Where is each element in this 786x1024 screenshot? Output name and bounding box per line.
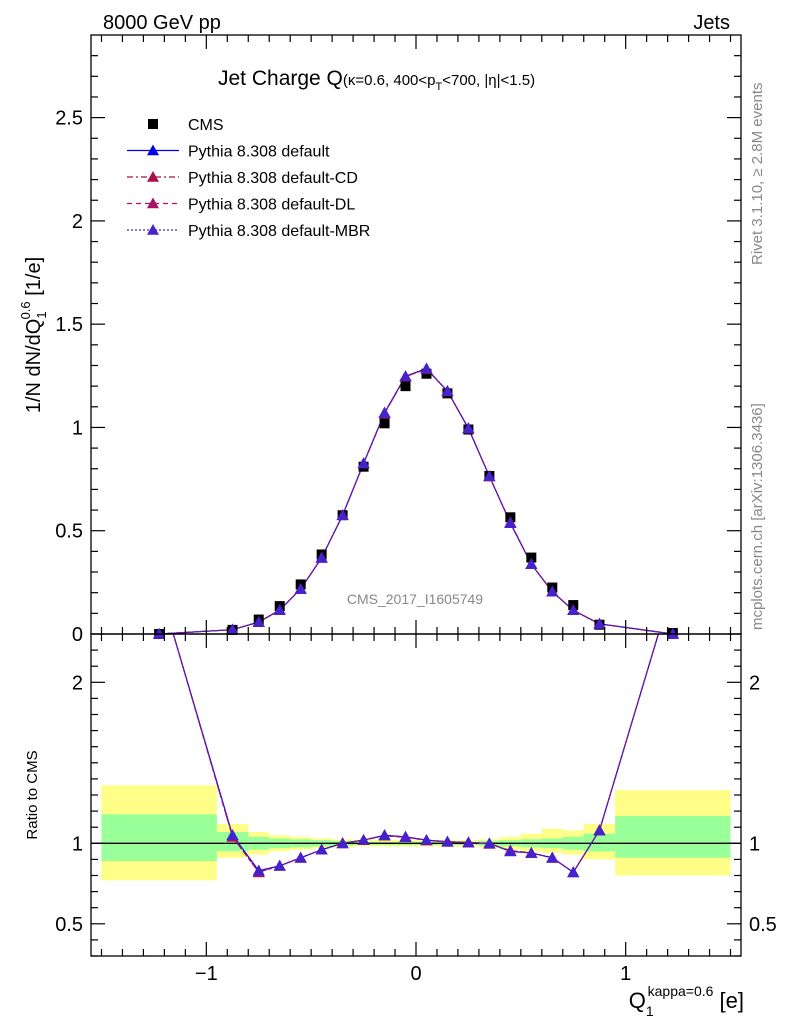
top-ytick-label: 1 (72, 417, 83, 439)
ratio-point (441, 835, 454, 847)
bottom-ytick-label: 0.5 (55, 914, 83, 936)
top-ytick-label: 0 (72, 624, 83, 646)
series-point (525, 558, 538, 569)
legend: CMS Pythia 8.308 default Pythia 8.308 defa… (127, 117, 370, 240)
top-ytick-label: 2 (72, 211, 83, 233)
mcplots-label: mcplots.cern.ch [arXiv:1306.3436] (749, 403, 766, 630)
ratio-point (483, 837, 496, 849)
bottom-ytick-label-right: 2 (749, 672, 760, 694)
xtick-label: −1 (195, 963, 218, 985)
xlabel-sub: 1 (646, 1003, 654, 1019)
legend-marker (147, 197, 159, 209)
series-point (336, 509, 349, 521)
series-point (294, 582, 307, 594)
band-inner-bin (583, 833, 616, 852)
bottom-ytick-label-right: 0.5 (749, 914, 777, 936)
legend-marker (147, 224, 159, 235)
header-right: Jets (693, 12, 730, 34)
rivet-label: Rivet 3.1.10, ≥ 2.8M events (749, 83, 766, 266)
axis-ticks: 0 0.5 1 1.5 2 2.5 0.5 0.5 1 1 2 2 −1 0 1 (55, 35, 777, 985)
top-ytick-label: 2.5 (55, 108, 83, 130)
top-ylabel-sub: 1 (34, 311, 49, 318)
ratio-point (226, 829, 239, 841)
ratio-point (462, 836, 475, 848)
ratio-clip-group (172, 634, 659, 878)
legend-label: CMS (188, 117, 224, 134)
title-detail-rest: <700, |η|<1.5) (442, 72, 535, 89)
series-point (399, 370, 412, 382)
cms-data-point (379, 418, 390, 429)
series-point (593, 617, 606, 629)
xtick-label: 0 (410, 963, 421, 985)
ratio-point (546, 851, 559, 863)
ratio-point (420, 834, 433, 845)
band-inner-bin (101, 814, 217, 862)
ratio-point (567, 866, 580, 878)
xlabel-sup: kappa=0.6 (648, 983, 714, 999)
ratio-point (273, 859, 286, 871)
xlabel: Q1 kappa=0.6 [e] (629, 983, 744, 1019)
xlabel-main: Q (629, 988, 646, 1013)
top-ylabel-unit: [1/e] (23, 257, 45, 301)
series-point (567, 604, 580, 616)
series-point (462, 422, 475, 434)
title-detail: (κ=0.6, 400<p (343, 72, 436, 89)
watermark: CMS_2017_I1605749 (347, 591, 483, 607)
series-point (504, 517, 517, 528)
legend-marker (147, 171, 159, 182)
bottom-ylabel: Ratio to CMS (24, 750, 41, 839)
bottom-ytick-label-right: 1 (749, 833, 760, 855)
ratio-point (252, 864, 265, 876)
top-ylabel: 1/N dN/dQ10.6 [1/e] (18, 257, 49, 413)
series-point (483, 470, 496, 481)
ratio-series-layer (172, 634, 659, 878)
ratio-point (378, 829, 391, 841)
series-point (441, 385, 454, 396)
cms-data-point (526, 552, 537, 563)
series-point (226, 623, 239, 635)
ratio-line (172, 634, 659, 874)
band-inner-bin (615, 815, 731, 858)
ratio-point (504, 845, 517, 857)
bottom-ytick-label: 2 (72, 672, 83, 694)
bottom-ytick-label: 1 (72, 833, 83, 855)
top-series-layer (153, 362, 679, 639)
top-ytick-label: 0.5 (55, 521, 83, 543)
cms-data-point (400, 381, 411, 392)
ratio-point (294, 851, 307, 863)
series-point (252, 616, 265, 627)
xtick-label: 1 (620, 963, 631, 985)
series-point (357, 457, 370, 469)
ratio-point (525, 846, 538, 858)
ratio-point (357, 834, 370, 845)
ratio-point (336, 837, 349, 849)
title-main: Jet Charge Q (218, 67, 343, 90)
legend-label: Pythia 8.308 default-DL (188, 197, 355, 214)
legend-label: Pythia 8.308 default-CD (188, 170, 358, 187)
legend-label: Pythia 8.308 default (188, 144, 330, 161)
series-point (420, 362, 433, 374)
series-point (378, 406, 391, 418)
top-ylabel-sup: 0.6 (18, 301, 33, 319)
ratio-point (315, 843, 328, 855)
series-point (315, 551, 328, 563)
ratio-point (399, 830, 412, 842)
ratio-band-inner (91, 814, 741, 862)
top-ylabel-main: 1/N dN/dQ (23, 319, 45, 413)
title-detail-sub: T (435, 81, 442, 93)
legend-marker (148, 119, 158, 129)
xlabel-unit: [e] (713, 988, 744, 1013)
top-ytick-label: 1.5 (55, 314, 83, 336)
series-point (546, 585, 559, 597)
legend-label: Pythia 8.308 default-MBR (188, 223, 370, 240)
chart-title: Jet Charge Q(κ=0.6, 400<pT<700, |η|<1.5) (218, 67, 535, 93)
series-point (273, 604, 286, 615)
legend-marker (147, 144, 159, 156)
header-left: 8000 GeV pp (103, 12, 221, 34)
ratio-point (593, 824, 606, 836)
